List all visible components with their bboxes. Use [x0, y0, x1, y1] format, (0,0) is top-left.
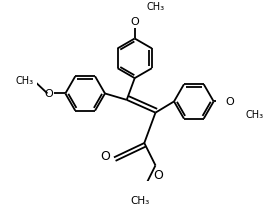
Text: O: O: [153, 168, 163, 181]
Text: O: O: [130, 17, 139, 27]
Text: O: O: [100, 150, 110, 163]
Text: O: O: [226, 97, 235, 107]
Text: CH₃: CH₃: [246, 109, 264, 119]
Text: CH₃: CH₃: [130, 195, 149, 205]
Text: CH₃: CH₃: [147, 2, 165, 12]
Text: CH₃: CH₃: [15, 76, 33, 86]
Text: O: O: [45, 89, 53, 99]
